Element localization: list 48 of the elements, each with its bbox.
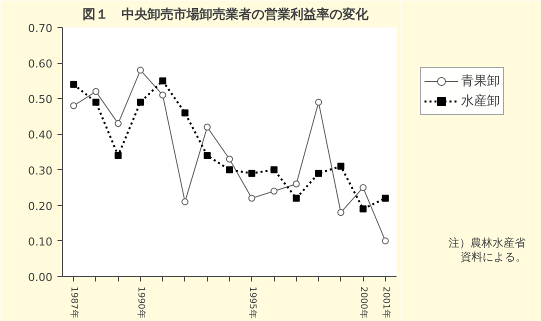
point xyxy=(92,98,100,106)
point xyxy=(337,208,344,216)
point xyxy=(382,194,389,202)
x-tick-label: 1987年 xyxy=(68,286,80,318)
x-tick-label: 1990年 xyxy=(135,286,146,318)
point xyxy=(114,120,122,128)
text: 資料による。 xyxy=(460,250,526,264)
point xyxy=(315,170,322,177)
point xyxy=(292,194,300,202)
point xyxy=(270,166,278,174)
point xyxy=(360,205,367,212)
legend-label: 水産卸 xyxy=(461,93,500,110)
point xyxy=(181,109,188,116)
x-tick-label: 1995年 xyxy=(246,286,258,318)
point xyxy=(204,152,211,160)
point xyxy=(159,92,166,99)
point xyxy=(248,194,256,202)
y-tick-label: 0.40 xyxy=(28,128,53,142)
point xyxy=(92,88,100,96)
y-tick-label: 0.50 xyxy=(28,93,53,106)
y-tick-label: 0.60 xyxy=(28,58,53,71)
point xyxy=(382,237,389,244)
text: 注）農林水産省 xyxy=(448,236,526,250)
y-tick-label: 0.20 xyxy=(28,200,53,213)
legend-label: 青果卸 xyxy=(461,73,500,90)
y-tick-label: 0.10 xyxy=(28,235,53,248)
y-tick-label: 0.70 xyxy=(28,22,53,35)
point xyxy=(181,198,188,206)
point xyxy=(248,170,256,177)
y-tick-label: 0.00 xyxy=(28,271,53,284)
point xyxy=(136,98,144,106)
x-tick-label: 2001年 xyxy=(380,286,392,318)
point xyxy=(136,66,144,74)
point xyxy=(315,98,322,106)
chart-title: 図１ 中央卸売市場卸売業者の営業利益率の変化 xyxy=(82,6,370,22)
point xyxy=(360,184,367,192)
point xyxy=(159,77,166,84)
point xyxy=(270,188,278,195)
point xyxy=(226,166,233,174)
point xyxy=(292,180,300,188)
point xyxy=(70,102,78,110)
point xyxy=(337,162,344,170)
point xyxy=(204,124,211,131)
x-tick-label: 2000年 xyxy=(358,286,370,318)
point xyxy=(226,156,233,163)
y-tick-label: 0.30 xyxy=(28,164,53,178)
point xyxy=(70,80,78,88)
point xyxy=(114,152,122,160)
